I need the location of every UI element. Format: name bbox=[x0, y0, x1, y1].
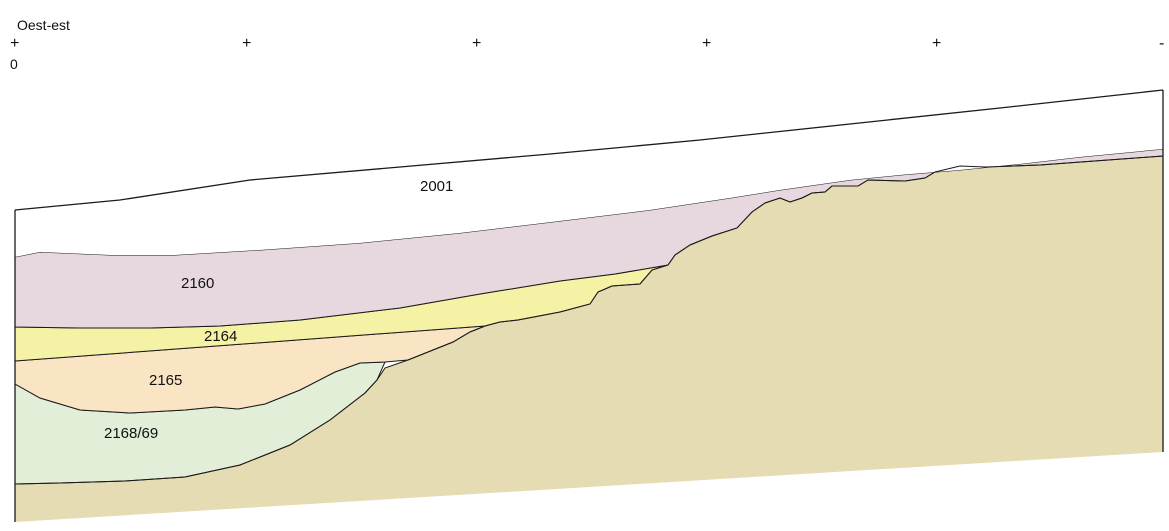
layer-2001 bbox=[15, 90, 1163, 257]
tick-mark: + bbox=[10, 35, 20, 52]
layer-label-2001: 2001 bbox=[420, 178, 454, 195]
origin-label: 0 bbox=[10, 56, 18, 72]
layer-substrate bbox=[15, 156, 1163, 522]
top-surface-line bbox=[14, 89, 1164, 211]
layer-label-2165: 2165 bbox=[149, 372, 183, 389]
substrate-boundary-line bbox=[14, 155, 1164, 485]
tick-mark: + bbox=[702, 35, 712, 52]
layer-label-2160: 2160 bbox=[181, 275, 215, 292]
tick-mark: + bbox=[932, 35, 942, 52]
layer-label-2168-69: 2168/69 bbox=[104, 425, 159, 442]
tick-mark: + bbox=[472, 35, 482, 52]
section-title: Oest-est bbox=[17, 17, 70, 33]
layer-label-2164: 2164 bbox=[204, 328, 238, 345]
tick-mark: - bbox=[1159, 35, 1165, 52]
tick-mark: + bbox=[242, 35, 252, 52]
